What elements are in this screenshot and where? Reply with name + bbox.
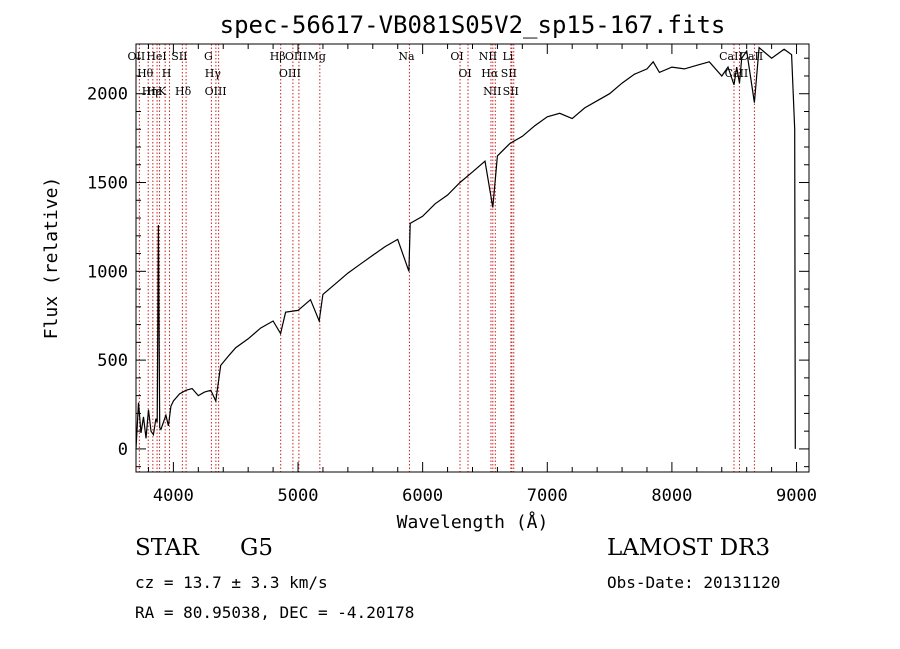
line-label: Mg	[308, 50, 326, 63]
object-class: STAR	[135, 535, 199, 561]
line-label: SII	[171, 50, 187, 63]
line-label: OI	[450, 50, 463, 63]
line-label: SII	[501, 67, 517, 80]
survey-name: LAMOST DR3	[607, 535, 771, 561]
y-tick-label: 0	[118, 440, 128, 460]
line-label: HeI	[146, 50, 166, 63]
redshift-value: cz = 13.7 ± 3.3 km/s	[135, 573, 328, 592]
obs-date: Obs-Date: 20131120	[607, 573, 781, 592]
line-label: K	[158, 85, 167, 98]
y-tick-label: 1000	[87, 262, 128, 282]
line-label: CaII	[719, 50, 743, 63]
line-label: NII	[483, 85, 501, 98]
x-tick-label: 7000	[527, 486, 568, 506]
line-label: OIII	[205, 85, 227, 98]
object-subclass: G5	[240, 535, 274, 561]
spectrum-line	[135, 46, 796, 449]
line-label: Hα	[481, 67, 499, 80]
x-tick-label: 5000	[278, 486, 319, 506]
line-label: Hδ	[175, 85, 192, 98]
line-label: OI	[458, 67, 471, 80]
line-label: Hβ	[270, 50, 286, 63]
line-label: Na	[398, 50, 415, 63]
x-tick-label: 9000	[776, 486, 817, 506]
x-tick-label: 4000	[153, 486, 194, 506]
line-label: Hγ	[205, 67, 222, 80]
x-axis-label: Wavelength (Å)	[397, 511, 549, 533]
line-label: NII	[479, 50, 497, 63]
y-tick-label: 2000	[87, 85, 128, 105]
line-label: H	[162, 67, 172, 80]
plot-frame	[135, 43, 810, 473]
y-tick-label: 1500	[87, 174, 128, 194]
coordinates: RA = 80.95038, DEC = -4.20178	[135, 603, 415, 622]
x-tick-label: 6000	[402, 486, 443, 506]
line-label: CaII	[725, 67, 749, 80]
y-tick-label: 500	[97, 351, 128, 371]
line-label: OIII	[285, 50, 307, 63]
line-label: G	[204, 50, 213, 63]
line-label: Hη	[142, 85, 158, 98]
x-tick-label: 8000	[651, 486, 692, 506]
line-label: Li	[502, 50, 513, 63]
chart-title: spec-56617-VB081S05V2_sp15-167.fits	[220, 11, 726, 39]
y-axis-label: Flux (relative)	[41, 177, 62, 340]
line-label: Hε	[146, 85, 162, 98]
line-label: OIII	[279, 67, 301, 80]
line-label: Hθ	[137, 67, 154, 80]
line-label: SII	[503, 85, 519, 98]
